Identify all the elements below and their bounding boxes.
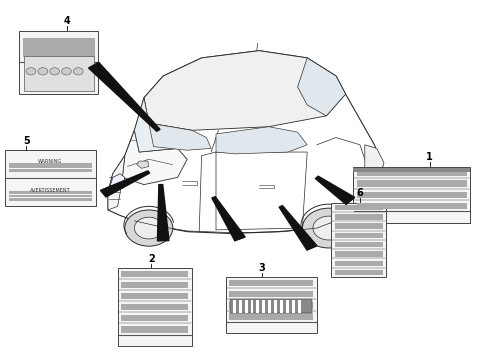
Text: WARNING: WARNING [38, 159, 62, 164]
Text: 4: 4 [64, 16, 71, 26]
Bar [233, 300, 236, 313]
Bar [335, 233, 383, 238]
Polygon shape [100, 171, 150, 197]
Polygon shape [149, 123, 211, 150]
Text: 2: 2 [148, 253, 155, 264]
Bar [229, 279, 313, 286]
Bar [121, 326, 188, 333]
Bar [118, 268, 192, 346]
Bar [353, 168, 470, 172]
Bar [239, 300, 241, 313]
Bar [298, 300, 301, 313]
Bar [19, 31, 98, 94]
Bar [24, 56, 94, 90]
Circle shape [134, 217, 163, 239]
Bar [229, 291, 313, 297]
Text: 1: 1 [426, 152, 433, 162]
Bar [226, 277, 317, 333]
Bar [229, 313, 313, 320]
Bar [229, 302, 313, 308]
Polygon shape [212, 197, 245, 241]
Bar [335, 205, 383, 210]
Bar [121, 315, 188, 321]
Polygon shape [315, 176, 355, 205]
Bar [9, 194, 92, 197]
Polygon shape [365, 145, 384, 181]
Bar [335, 223, 383, 229]
Bar [286, 300, 289, 313]
Circle shape [61, 68, 72, 75]
Bar [23, 38, 95, 57]
Bar [121, 270, 188, 277]
Polygon shape [157, 185, 169, 241]
Bar [331, 203, 386, 277]
Bar [357, 180, 467, 187]
Bar [335, 270, 383, 275]
Bar [280, 300, 283, 313]
Polygon shape [298, 58, 346, 116]
Bar [263, 300, 265, 313]
Bar [335, 261, 383, 266]
Bar [9, 191, 92, 194]
Circle shape [73, 68, 83, 75]
Text: 6: 6 [357, 188, 363, 198]
Text: AVERTISSEMENT: AVERTISSEMENT [30, 188, 71, 193]
Circle shape [50, 68, 60, 75]
Text: 3: 3 [258, 262, 265, 273]
Polygon shape [144, 51, 346, 130]
Polygon shape [88, 62, 160, 131]
Bar [230, 299, 312, 313]
Bar [268, 300, 271, 313]
Bar [335, 242, 383, 248]
Bar [251, 300, 253, 313]
Bar [245, 300, 248, 313]
Polygon shape [279, 206, 317, 250]
Bar [9, 169, 92, 172]
Polygon shape [108, 156, 125, 210]
Bar [121, 282, 188, 288]
Bar [121, 293, 188, 299]
Text: 5: 5 [23, 136, 30, 146]
Bar [353, 167, 470, 223]
Polygon shape [216, 127, 307, 154]
Bar [9, 165, 92, 168]
Polygon shape [122, 130, 187, 185]
Bar [9, 198, 92, 201]
Bar [256, 300, 259, 313]
Circle shape [26, 68, 36, 75]
Bar [292, 300, 295, 313]
Bar [357, 203, 467, 209]
Bar [357, 191, 467, 198]
Circle shape [125, 210, 173, 246]
Polygon shape [137, 161, 149, 168]
Bar [335, 214, 383, 220]
Circle shape [302, 208, 355, 248]
Polygon shape [134, 98, 192, 152]
Circle shape [38, 68, 48, 75]
Circle shape [313, 216, 345, 240]
Bar [9, 163, 92, 166]
Bar [121, 304, 188, 310]
Polygon shape [109, 174, 125, 191]
Bar [335, 251, 383, 257]
Bar [274, 300, 277, 313]
Bar [357, 169, 467, 176]
Polygon shape [108, 51, 384, 233]
Bar [5, 150, 96, 206]
